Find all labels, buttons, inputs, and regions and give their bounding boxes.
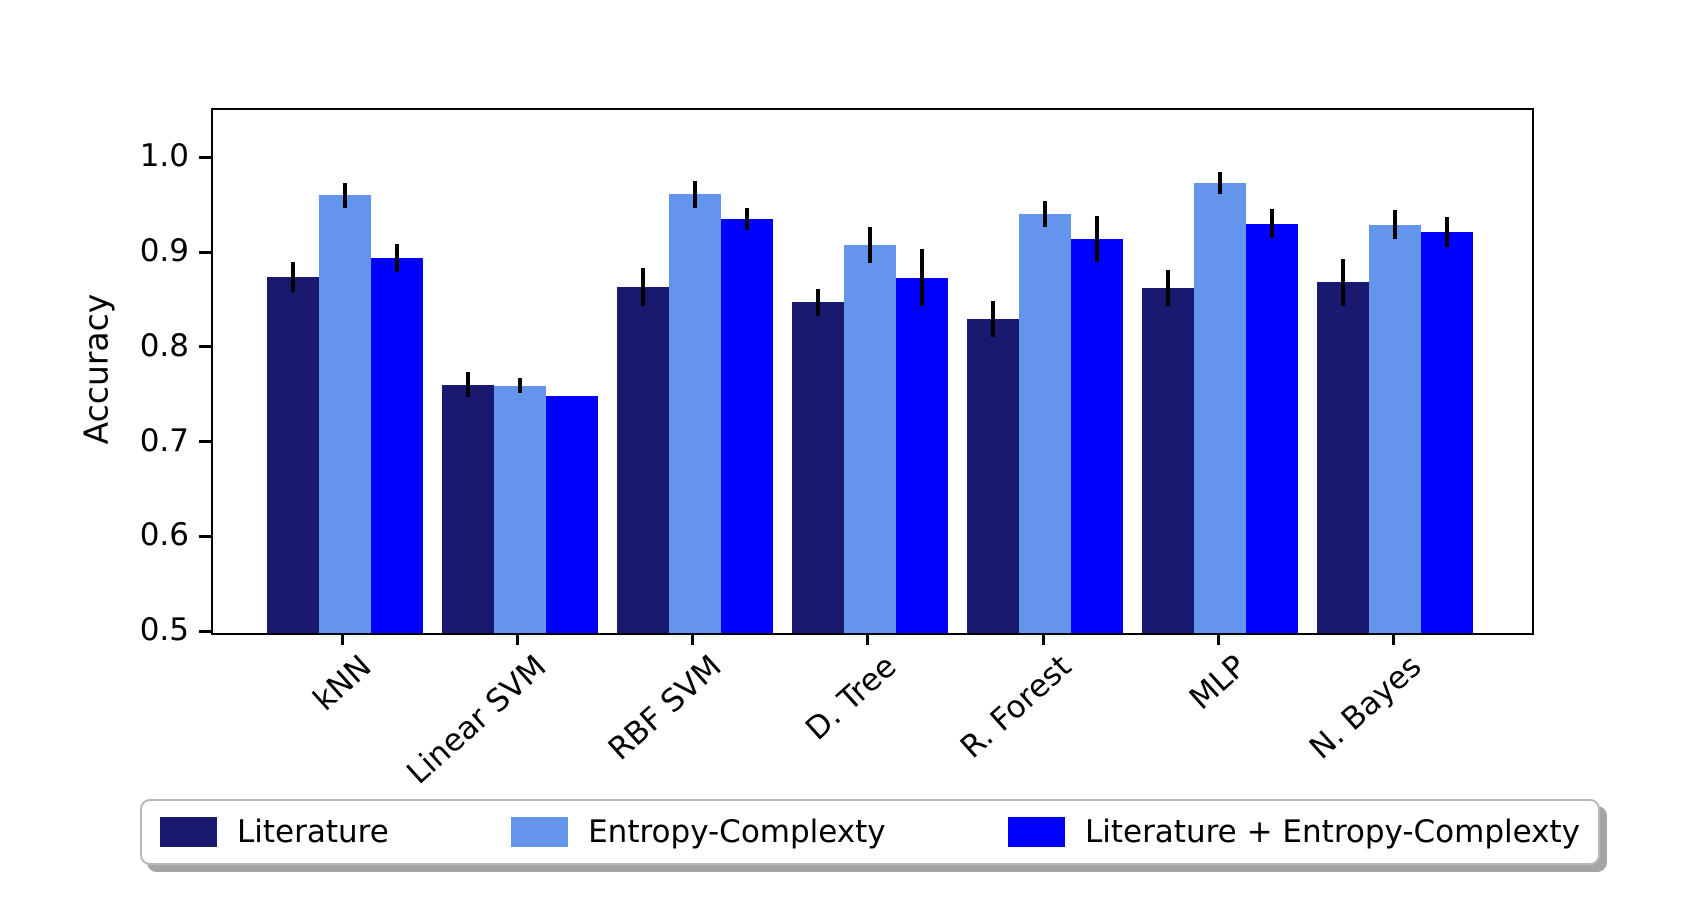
y-tick-mark — [199, 345, 211, 349]
legend-label: Entropy-Complexty — [588, 814, 886, 850]
y-tick-label: 0.5 — [139, 612, 189, 648]
x-tick-mark — [691, 633, 695, 645]
plot-area — [211, 108, 1534, 635]
error-bar — [1341, 258, 1346, 307]
error-bar — [991, 301, 996, 338]
error-bar — [744, 207, 749, 231]
bar — [843, 244, 896, 633]
bar — [1019, 214, 1072, 633]
error-bar — [342, 182, 347, 208]
x-tick-mark — [1041, 633, 1045, 645]
bar — [370, 257, 423, 633]
bar — [266, 276, 319, 633]
y-tick-label: 0.8 — [139, 327, 189, 364]
legend-item: Literature — [160, 814, 389, 850]
y-tick-mark — [199, 250, 211, 254]
y-tick-label: 0.7 — [139, 422, 189, 459]
bar — [493, 385, 546, 633]
x-tick-mark — [516, 633, 520, 645]
legend-swatch — [511, 817, 569, 847]
y-tick-label: 0.6 — [139, 517, 189, 554]
error-bar — [394, 243, 399, 272]
y-axis-label: Accuracy — [76, 293, 116, 445]
error-bar — [640, 268, 645, 307]
bar — [545, 396, 598, 633]
legend-item: Entropy-Complexty — [511, 814, 886, 850]
error-bar — [1393, 210, 1398, 239]
bar — [1246, 223, 1299, 633]
error-bar — [1445, 217, 1450, 248]
y-tick-mark — [199, 440, 211, 443]
error-bar — [465, 372, 470, 398]
y-tick-label: 0.9 — [139, 233, 189, 269]
error-bar — [815, 289, 820, 316]
error-bar — [290, 261, 295, 292]
error-bar — [1095, 216, 1100, 262]
x-tick-mark — [866, 633, 870, 645]
error-bar — [517, 378, 522, 394]
x-tick-mark — [1216, 633, 1220, 645]
error-bar — [692, 181, 697, 208]
bar — [1194, 182, 1247, 633]
legend-item: Literature + Entropy-Complexty — [1007, 814, 1580, 850]
legend-swatch — [1007, 817, 1065, 847]
bar — [895, 277, 948, 633]
error-bar — [1270, 209, 1275, 238]
bar — [720, 218, 773, 633]
x-tick-mark — [1391, 633, 1395, 645]
legend-label: Literature + Entropy-Complexty — [1084, 814, 1580, 850]
bar — [1369, 224, 1422, 633]
legend-label: Literature — [237, 814, 389, 850]
error-bar — [1166, 270, 1171, 307]
y-tick-mark — [199, 534, 211, 538]
y-tick-mark — [199, 629, 211, 633]
bar — [668, 194, 721, 633]
error-bar — [1043, 200, 1048, 228]
y-tick-mark — [199, 155, 211, 159]
bar — [441, 384, 494, 633]
error-bar — [867, 226, 872, 263]
legend: Literature Entropy-Complexty Literature + … — [140, 799, 1600, 865]
bar — [1071, 238, 1124, 633]
x-tick-mark — [341, 633, 345, 645]
bar — [967, 319, 1020, 633]
error-bar — [919, 249, 924, 307]
y-tick-label: 1.0 — [139, 138, 189, 175]
bar — [1142, 288, 1195, 633]
legend-swatch — [160, 817, 217, 847]
bar — [318, 195, 371, 633]
bar — [1317, 282, 1370, 633]
bar — [616, 287, 669, 633]
bar — [791, 302, 844, 633]
bar — [1421, 232, 1474, 633]
error-bar — [1218, 171, 1223, 195]
